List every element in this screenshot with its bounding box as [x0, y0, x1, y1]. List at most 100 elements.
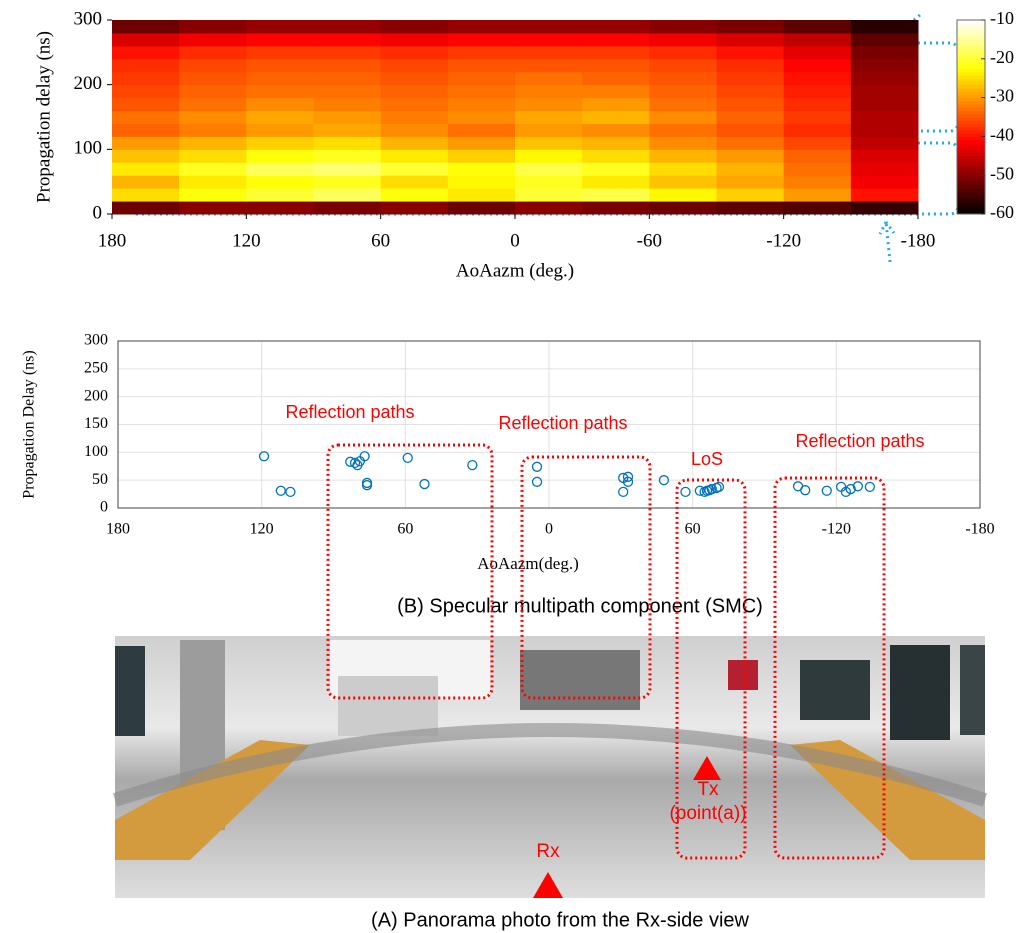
heatmap-cell — [246, 46, 314, 59]
heatmap-cell — [515, 136, 583, 149]
heatmap-cell — [784, 20, 852, 33]
heatmap-cell — [112, 123, 180, 136]
heatmap-cell — [381, 111, 449, 124]
heatmap-cell — [649, 136, 717, 149]
heatmap-cell — [112, 59, 180, 72]
heatmap-cell — [179, 59, 247, 72]
heatmap-cell — [515, 72, 583, 85]
heatmap-cell — [381, 201, 449, 214]
heatmap-cell — [649, 46, 717, 59]
annotation: Reflection paths — [795, 431, 924, 451]
heatmap-cell — [112, 111, 180, 124]
annotation: Reflection paths — [498, 413, 627, 433]
x-tick-label: -120 — [766, 230, 801, 251]
heatmap-cell — [717, 85, 785, 98]
heatmap-cell — [784, 46, 852, 59]
heatmap-cell — [381, 123, 449, 136]
colorbar-segment — [957, 107, 985, 111]
colorbar-segment — [957, 175, 985, 179]
colorbar-segment — [957, 49, 985, 53]
colorbar-segment — [957, 52, 985, 56]
x-tick-label: 60 — [685, 521, 701, 538]
heatmap-cell — [717, 20, 785, 33]
heatmap-cell — [851, 20, 919, 33]
colorbar-segment — [957, 120, 985, 124]
colorbar-segment — [957, 146, 985, 150]
heatmap-cell — [649, 72, 717, 85]
heatmap-cell — [246, 98, 314, 111]
x-tick-label: 180 — [106, 521, 130, 538]
heatmap-cell — [784, 72, 852, 85]
heatmap-cell — [246, 188, 314, 201]
heatmap-cell — [314, 46, 382, 59]
heatmap-cell — [515, 33, 583, 46]
heatmap-cell — [448, 46, 516, 59]
heatmap-cell — [381, 46, 449, 59]
heatmap-cell — [179, 20, 247, 33]
heatmap-cell — [851, 59, 919, 72]
colorbar-segment — [957, 117, 985, 121]
heatmap-cell — [448, 188, 516, 201]
heatmap-cell — [179, 201, 247, 214]
heatmap-cell — [112, 98, 180, 111]
heatmap-cell — [851, 201, 919, 214]
heatmap-cell — [448, 111, 516, 124]
heatmap-cell — [314, 59, 382, 72]
heatmap-cell — [448, 33, 516, 46]
colorbar-segment — [957, 75, 985, 79]
heatmap-cell — [179, 72, 247, 85]
heatmap-cell — [717, 123, 785, 136]
colorbar-segment — [957, 78, 985, 82]
heatmap-cell — [448, 59, 516, 72]
heatmap-cell — [851, 46, 919, 59]
x-tick-label: 180 — [98, 230, 127, 251]
colorbar-tick-label: -40 — [990, 125, 1014, 145]
colorbar-segment — [957, 178, 985, 182]
colorbar-segment — [957, 88, 985, 92]
heatmap-cell — [851, 162, 919, 175]
heatmap-cell — [851, 175, 919, 188]
colorbar-segment — [957, 46, 985, 50]
colorbar-segment — [957, 85, 985, 89]
heatmap-cell — [112, 201, 180, 214]
heatmap-cell — [515, 188, 583, 201]
heatmap-cell — [246, 33, 314, 46]
heatmap-cell — [784, 98, 852, 111]
colorbar-segment — [957, 72, 985, 76]
heatmap-cell — [179, 111, 247, 124]
colorbar-segment — [957, 36, 985, 40]
colorbar-segment — [957, 127, 985, 131]
heatmap-cell — [851, 136, 919, 149]
heatmap-cell — [717, 136, 785, 149]
colorbar-segment — [957, 62, 985, 66]
heatmap-cell — [784, 201, 852, 214]
heatmap-cell — [582, 201, 650, 214]
heatmap-cell — [381, 59, 449, 72]
heatmap-cell — [112, 72, 180, 85]
heatmap-cell — [179, 175, 247, 188]
heatmap-cell — [851, 149, 919, 162]
heatmap-cell — [582, 85, 650, 98]
colorbar-segment — [957, 156, 985, 160]
heatmap-cell — [448, 149, 516, 162]
heatmap-cell — [649, 85, 717, 98]
heatmap-cell — [717, 188, 785, 201]
heatmap-cell — [314, 98, 382, 111]
colorbar-segment — [957, 33, 985, 37]
x-tick-label: -180 — [965, 521, 994, 538]
colorbar-segment — [957, 111, 985, 115]
heatmap-cell — [515, 46, 583, 59]
annotation: Reflection paths — [285, 402, 414, 422]
colorbar-segment — [957, 56, 985, 60]
colorbar-segment — [957, 208, 985, 212]
x-tick-label: -180 — [901, 230, 936, 251]
colorbar-segment — [957, 169, 985, 173]
colorbar-segment — [957, 94, 985, 98]
heatmap-cell — [381, 85, 449, 98]
heatmap-cell — [314, 33, 382, 46]
heatmap-cell — [246, 175, 314, 188]
heatmap-cell — [717, 175, 785, 188]
colorbar-tick-label: -30 — [990, 86, 1014, 106]
heatmap-cell — [246, 111, 314, 124]
colorbar-tick-label: -20 — [990, 47, 1014, 67]
